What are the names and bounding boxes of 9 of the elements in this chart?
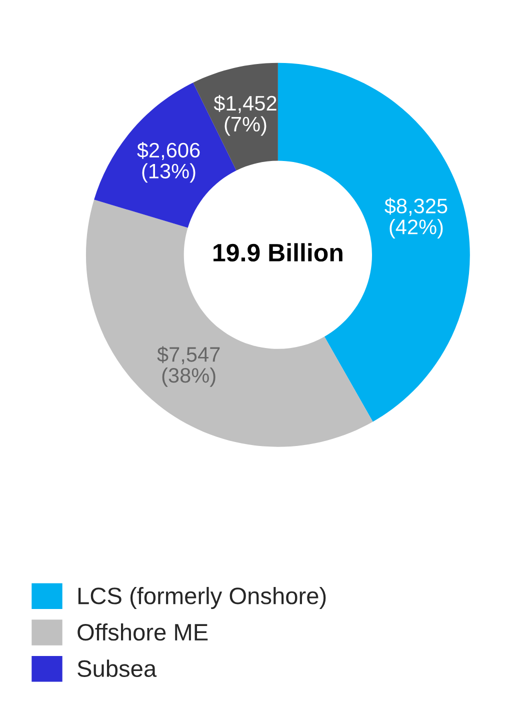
donut-slice <box>86 200 373 447</box>
data-label: $7,547 (38%) <box>157 346 220 387</box>
legend-label: Subsea <box>78 660 157 678</box>
data-label: $2,606 (13%) <box>137 142 200 183</box>
legend-label: LCS (formerly Onshore) <box>78 586 326 609</box>
data-label: $1,452 (7%) <box>214 95 276 136</box>
data-label: $8,325 (42%) <box>384 198 448 238</box>
legend-label: Offshore ME <box>78 623 208 641</box>
text: 19.9 Billion <box>214 243 342 262</box>
